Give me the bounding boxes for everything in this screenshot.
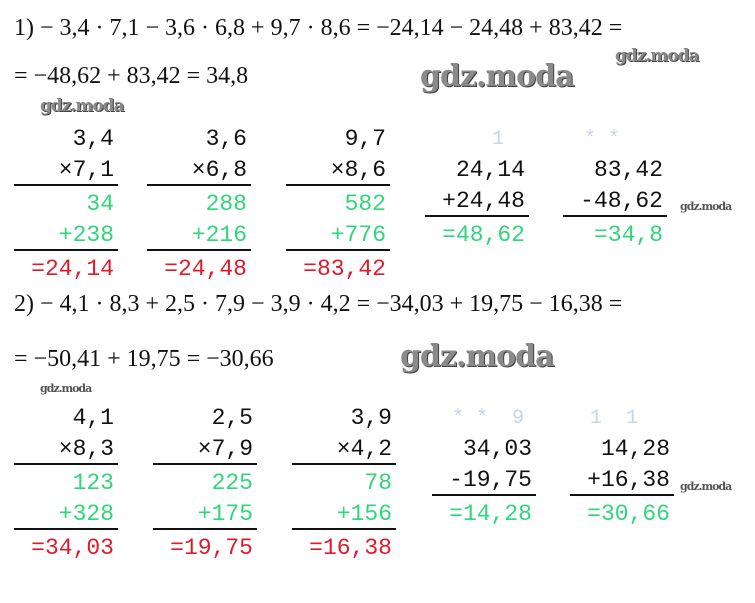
calc-row: 78: [364, 470, 392, 496]
calc-row: ×7,1: [14, 155, 118, 186]
calc-row: =19,75: [170, 535, 253, 561]
watermark: gdz.moda: [680, 200, 732, 213]
calc-row: =34,8: [593, 222, 663, 248]
calc-row: =34,03: [31, 535, 114, 561]
calc-row: ×4,2: [292, 434, 396, 465]
column-addition-subtraction: 24,14 +24,48 =48,62: [425, 155, 529, 251]
column-multiplication: 3,6 ×6,8 288 +216 =24,48: [147, 124, 251, 285]
calc-row: 3,9: [350, 405, 392, 431]
calc-row: ×7,9: [153, 434, 257, 465]
carry-marks: * *: [584, 128, 621, 151]
carry-marks: 1: [492, 128, 505, 151]
watermark: gdz.moda: [680, 480, 732, 493]
watermark: gdz.moda: [400, 339, 555, 374]
calc-row: +238: [14, 220, 118, 251]
calc-row: -48,62: [563, 186, 667, 217]
column-multiplication: 4,1 ×8,3 123 +328 =34,03: [14, 403, 118, 564]
calc-row: 34,03: [462, 436, 532, 462]
calc-row: 34: [86, 191, 114, 217]
watermark: gdz.moda: [420, 59, 575, 94]
calc-row: +175: [153, 499, 257, 530]
column-multiplication: 9,7 ×8,6 582 +776 =83,42: [286, 124, 390, 285]
calc-row: +16,38: [570, 465, 674, 496]
calc-row: =24,14: [31, 256, 114, 282]
column-multiplication: 3,4 ×7,1 34 +238 =24,14: [14, 124, 118, 285]
calc-row: 3,6: [205, 126, 247, 152]
calc-row: 3,4: [72, 126, 114, 152]
calc-row: -19,75: [432, 465, 536, 496]
calc-row: ×8,3: [14, 434, 118, 465]
watermark: gdz.moda: [615, 46, 700, 66]
calc-row: +156: [292, 499, 396, 530]
calc-row: =83,42: [303, 256, 386, 282]
watermark: gdz.moda: [40, 382, 92, 395]
calc-row: +216: [147, 220, 251, 251]
column-addition-subtraction: 14,28 +16,38 =30,66: [570, 434, 674, 530]
calc-row: =30,66: [587, 501, 670, 527]
calc-row: 2,5: [211, 405, 253, 431]
calc-row: 24,14: [455, 157, 525, 183]
calc-row: =24,48: [164, 256, 247, 282]
calc-row: 123: [72, 470, 114, 496]
calc-row: +24,48: [425, 186, 529, 217]
calc-row: 225: [211, 470, 253, 496]
calc-row: =16,38: [309, 535, 392, 561]
column-multiplication: 3,9 ×4,2 78 +156 =16,38: [292, 403, 396, 564]
carry-marks: * * 9: [452, 407, 525, 430]
calc-row: +776: [286, 220, 390, 251]
calc-row: =48,62: [442, 222, 525, 248]
column-addition-subtraction: 83,42 -48,62 =34,8: [563, 155, 667, 251]
column-addition-subtraction: 34,03 -19,75 =14,28: [432, 434, 536, 530]
calc-row: +328: [14, 499, 118, 530]
calc-row: 9,7: [344, 126, 386, 152]
calc-row: ×6,8: [147, 155, 251, 186]
calc-row: =14,28: [449, 501, 532, 527]
calc-row: 14,28: [600, 436, 670, 462]
equation-line: 1) − 3,4 · 7,1 − 3,6 · 6,8 + 9,7 · 8,6 =…: [14, 15, 623, 41]
carry-marks: 1 1: [590, 407, 639, 430]
calc-row: 582: [344, 191, 386, 217]
column-multiplication: 2,5 ×7,9 225 +175 =19,75: [153, 403, 257, 564]
equation-line: 2) − 4,1 · 8,3 + 2,5 · 7,9 − 3,9 · 4,2 =…: [14, 291, 623, 317]
calc-row: ×8,6: [286, 155, 390, 186]
calc-row: 288: [205, 191, 247, 217]
equation-line: = −50,41 + 19,75 = −30,66: [14, 346, 274, 372]
watermark: gdz.moda: [40, 96, 125, 116]
calc-row: 4,1: [72, 405, 114, 431]
calc-row: 83,42: [593, 157, 663, 183]
equation-line: = −48,62 + 83,42 = 34,8: [14, 63, 249, 89]
